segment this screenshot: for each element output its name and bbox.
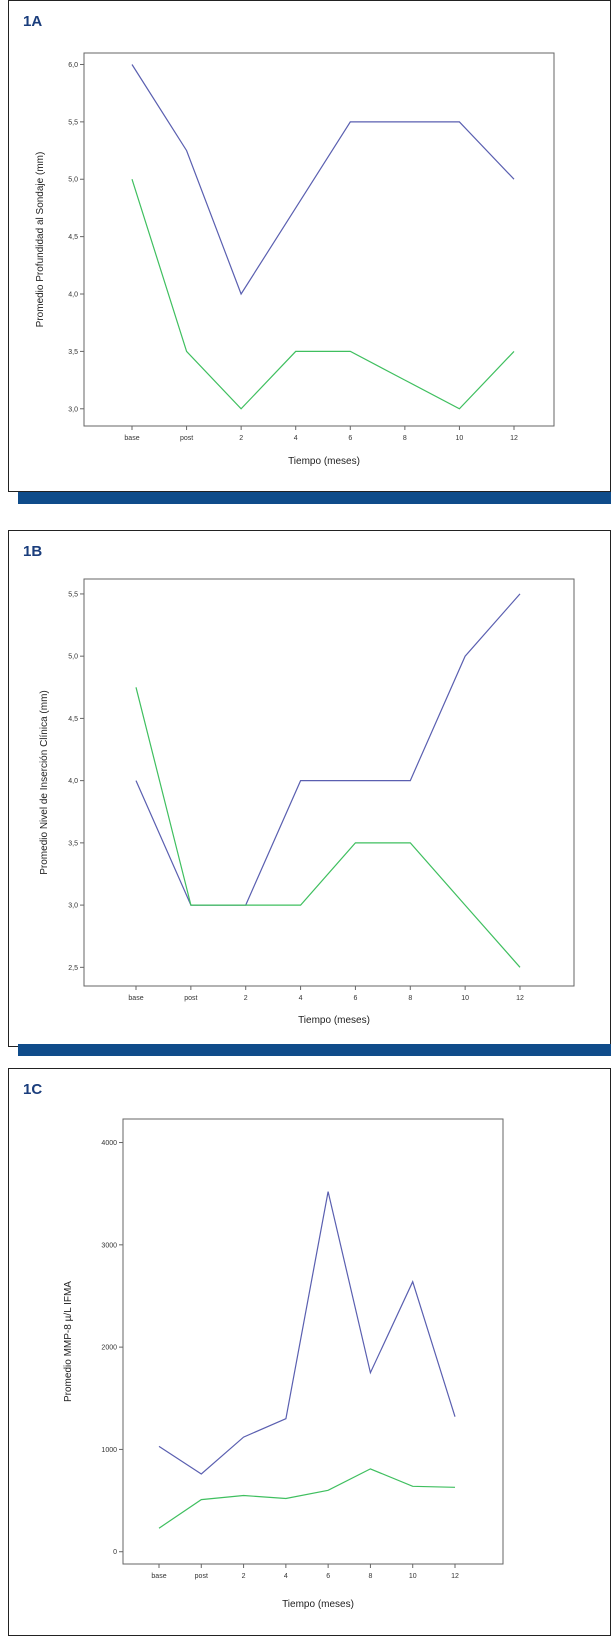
- series-line-1: [135, 593, 521, 906]
- y-tick-label: 5,5: [68, 119, 78, 126]
- x-axis-label: Tiempo (meses): [298, 1015, 370, 1026]
- plot-frame: [122, 1118, 504, 1565]
- x-tick-label: 2: [239, 435, 243, 442]
- y-tick-label: 6,0: [68, 62, 78, 69]
- y-tick-label: 5,0: [68, 654, 78, 661]
- chart-panel-c: 1C 0 1000 2000 3000 4000 base post 2 4 6 8 10 12 Tiem…: [8, 1068, 611, 1636]
- panel-label-a: 1A: [23, 13, 43, 30]
- series-line-2: [131, 179, 515, 410]
- y-tick-label: 4,0: [68, 778, 78, 785]
- series-line-1: [158, 1191, 456, 1475]
- x-tick-label: 2: [244, 995, 248, 1002]
- x-tick-label: 2: [242, 1573, 246, 1580]
- x-tick-label: 12: [451, 1573, 459, 1580]
- y-tick-label: 4,0: [68, 292, 78, 299]
- y-tick-label: 3,0: [68, 903, 78, 910]
- series-line-2: [158, 1468, 456, 1529]
- y-tick-label: 3,5: [68, 349, 78, 356]
- y-tick-label: 0: [113, 1549, 117, 1556]
- panel-divider-b: [18, 1044, 611, 1056]
- y-tick-label: 5,5: [68, 591, 78, 598]
- plot-frame: [83, 578, 575, 987]
- y-axis-label: Promedio Nivel de Inserción Clínica (mm): [39, 690, 50, 875]
- line-chart-a: 3,0 3,5 4,0 4,5 5,0 5,5 6,0 base post 2 4 6 8 10 12 Tie…: [35, 52, 555, 467]
- y-tick-label: 5,0: [68, 177, 78, 184]
- y-tick-label: 3,0: [68, 406, 78, 413]
- x-tick-label: 4: [284, 1573, 288, 1580]
- series-line-1: [131, 64, 515, 296]
- x-tick-label: 10: [456, 435, 464, 442]
- panel-label-c: 1C: [23, 1081, 43, 1098]
- x-tick-label: 8: [408, 995, 412, 1002]
- y-tick-label: 3000: [101, 1242, 117, 1249]
- y-tick-label: 2,5: [68, 965, 78, 972]
- x-tick-label: base: [128, 995, 143, 1002]
- x-tick-label: 4: [299, 995, 303, 1002]
- x-tick-label: 8: [403, 435, 407, 442]
- y-tick-label: 4,5: [68, 234, 78, 241]
- plot-frame: [83, 52, 555, 427]
- series-line-2: [135, 687, 521, 968]
- y-axis-label: Promedio Profundidad al Sondaje (mm): [35, 152, 46, 328]
- chart-panel-a: 1A 3,0 3,5 4,0 4,5 5,0 5,5 6,0 base post 2 4 6 8 10 12…: [8, 0, 611, 492]
- x-tick-label: 6: [326, 1573, 330, 1580]
- x-tick-label: base: [124, 435, 139, 442]
- y-tick-label: 1000: [101, 1447, 117, 1454]
- x-tick-label: 12: [516, 995, 524, 1002]
- x-tick-label: post: [180, 435, 193, 442]
- y-tick-label: 4000: [101, 1140, 117, 1147]
- y-tick-label: 4,5: [68, 716, 78, 723]
- line-chart-c: 0 1000 2000 3000 4000 base post 2 4 6 8 10 12 Tiempo …: [63, 1118, 504, 1610]
- y-tick-label: 2000: [101, 1345, 117, 1352]
- x-axis-label: Tiempo (meses): [288, 456, 360, 467]
- x-tick-label: post: [184, 995, 197, 1002]
- x-tick-label: 12: [510, 435, 518, 442]
- x-tick-label: 10: [409, 1573, 417, 1580]
- x-tick-label: base: [151, 1573, 166, 1580]
- x-tick-label: 8: [368, 1573, 372, 1580]
- line-chart-b: 2,5 3,0 3,5 4,0 4,5 5,0 5,5 base post 2 4 6 8 10 12 Tie…: [39, 578, 575, 1026]
- y-axis-label: Promedio MMP-8 µ/L IFMA: [63, 1281, 74, 1402]
- x-axis-label: Tiempo (meses): [282, 1599, 354, 1610]
- panel-label-b: 1B: [23, 543, 43, 560]
- x-tick-label: 4: [294, 435, 298, 442]
- x-tick-label: 6: [348, 435, 352, 442]
- y-tick-label: 3,5: [68, 840, 78, 847]
- chart-panel-b: 1B 2,5 3,0 3,5 4,0 4,5 5,0 5,5 base post 2 4 6 8 10 12…: [8, 530, 611, 1047]
- x-tick-label: 6: [353, 995, 357, 1002]
- x-tick-label: post: [195, 1573, 208, 1580]
- panel-divider-a: [18, 492, 611, 504]
- x-tick-label: 10: [461, 995, 469, 1002]
